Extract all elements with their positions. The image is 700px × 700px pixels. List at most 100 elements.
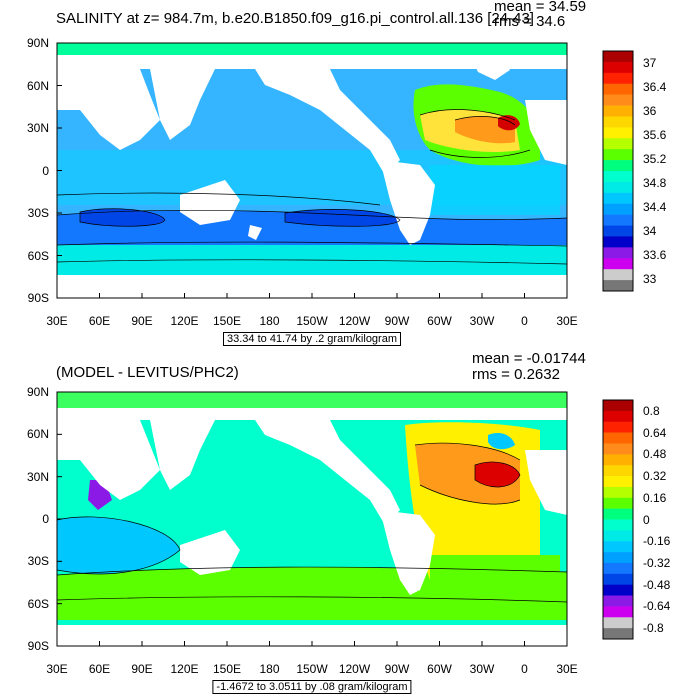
lon-label: 30E [46, 662, 68, 676]
colorbar-swatch [603, 181, 633, 194]
colorbar-label: 36 [643, 104, 657, 118]
lon-label: 60W [427, 314, 452, 328]
colorbar-swatch [603, 432, 633, 444]
colorbar-label: 0.8 [643, 403, 660, 418]
colorbar-swatch [603, 530, 633, 542]
colorbar-label: 35.6 [643, 128, 667, 142]
lon-label: 30W [469, 314, 495, 328]
colorbar-swatch [603, 476, 633, 488]
salinity-panel: SALINITY at z= 984.7m, b.e20.B1850.f09_g… [26, 0, 667, 346]
colorbar-swatch [603, 105, 633, 117]
indian-cyan [57, 516, 180, 574]
panel-title: SALINITY at z= 984.7m, b.e20.B1850.f09_g… [56, 10, 534, 27]
colorbar-swatch [603, 94, 633, 106]
colorbar-label: -0.8 [643, 621, 664, 636]
colorbar-swatch [603, 519, 633, 531]
lat-label: 90N [26, 36, 49, 50]
colorbar-swatch [603, 454, 633, 466]
colorbar-swatch [603, 171, 633, 183]
lon-label: 0 [521, 662, 528, 676]
axis-ticks [56, 42, 568, 299]
colorbar-frame [602, 399, 634, 640]
lon-label: 60W [427, 662, 452, 676]
south-atlantic [430, 165, 560, 215]
lon-label: 120E [170, 314, 199, 328]
lon-label: 120E [170, 662, 199, 676]
rms-value: rms = 34.6 [494, 13, 566, 30]
colorbar-label: -0.16 [643, 534, 671, 549]
lon-label: 150E [212, 662, 242, 676]
colorbar-swatch [603, 149, 633, 161]
contour-info: 33.34 to 41.74 by .2 gram/kilogram [223, 332, 401, 346]
colorbar-swatch [603, 160, 633, 172]
colorbar-swatch [603, 116, 633, 128]
colorbar-swatch [603, 552, 633, 564]
colorbar [602, 50, 634, 292]
difference-panel: (MODEL - LEVITUS/PHC2) mean = -0.01744 r… [0, 350, 700, 700]
colorbar-label: 34 [643, 224, 657, 238]
panel-title: (MODEL - LEVITUS/PHC2) [56, 364, 239, 381]
lon-label: 30E [556, 314, 578, 328]
colorbar-swatch [603, 497, 633, 509]
colorbar-label: 34.8 [643, 176, 667, 190]
colorbar-label: -0.48 [643, 577, 671, 592]
lon-label: 90E [131, 662, 153, 676]
lat-label: 0 [42, 163, 49, 178]
colorbar-swatch [603, 203, 633, 215]
colorbar-swatch [603, 584, 633, 596]
colorbar-swatch [603, 72, 633, 85]
lat-label: 60N [26, 78, 49, 93]
lat-label: 30S [27, 554, 49, 569]
colorbar-swatch [603, 192, 633, 205]
colorbar-swatch [603, 269, 633, 281]
lon-label: 90W [384, 314, 410, 328]
difference-map [56, 391, 634, 647]
lat-label: 0 [42, 512, 49, 526]
salinity-map [56, 42, 634, 299]
lat-label: 90S [27, 291, 49, 305]
colorbar-swatch [603, 225, 633, 237]
colorbar-label: 33.6 [643, 248, 667, 262]
colorbar-swatch [603, 400, 633, 412]
contour-info: -1.4672 to 3.0511 by .08 gram/kilogram [212, 680, 412, 694]
atlantic-orange [415, 443, 520, 505]
colorbar-swatch [603, 541, 633, 553]
lat-label: 60S [27, 596, 49, 611]
colorbar-label: 0.48 [643, 447, 667, 462]
atlantic-red [498, 115, 520, 131]
colorbar-label: -0.64 [643, 599, 671, 614]
colorbar-label: 33 [643, 272, 657, 286]
colorbar-swatch [603, 247, 633, 259]
colorbar-swatch [603, 617, 633, 629]
atlantic-red [475, 461, 520, 487]
lon-label: 180 [259, 662, 280, 676]
colorbar-swatch [603, 421, 633, 433]
lon-label: 180 [259, 314, 280, 328]
colorbar-label: 35.2 [643, 152, 667, 166]
colorbar-swatch [603, 628, 633, 640]
mean-value: mean = 34.59 [494, 0, 587, 15]
colorbar-swatch [603, 83, 633, 95]
lat-label: 60S [27, 248, 49, 263]
colorbar-swatch [603, 595, 633, 607]
colorbar-label: 34.4 [643, 200, 667, 214]
contours [56, 442, 568, 603]
lat-label: 30N [26, 469, 49, 484]
lon-label: 30W [469, 662, 495, 676]
lon-label: 30E [556, 662, 578, 676]
colorbar-swatch [603, 443, 633, 455]
mean-value: mean = -0.01744 [472, 350, 586, 367]
colorbar-swatch [603, 214, 633, 226]
lon-label: 120W [338, 662, 371, 676]
lon-label: 30E [46, 314, 68, 328]
colorbar-swatch [603, 562, 633, 575]
colorbar-swatch [603, 606, 633, 618]
land [57, 408, 567, 646]
colorbar-swatch [603, 61, 633, 74]
lon-label: 150E [212, 314, 242, 328]
lat-label: 30N [26, 121, 49, 135]
colorbar-swatch [603, 486, 633, 499]
lon-label: 0 [521, 314, 528, 328]
colorbar-label: 0 [643, 512, 650, 527]
lon-label: 150W [296, 314, 328, 328]
